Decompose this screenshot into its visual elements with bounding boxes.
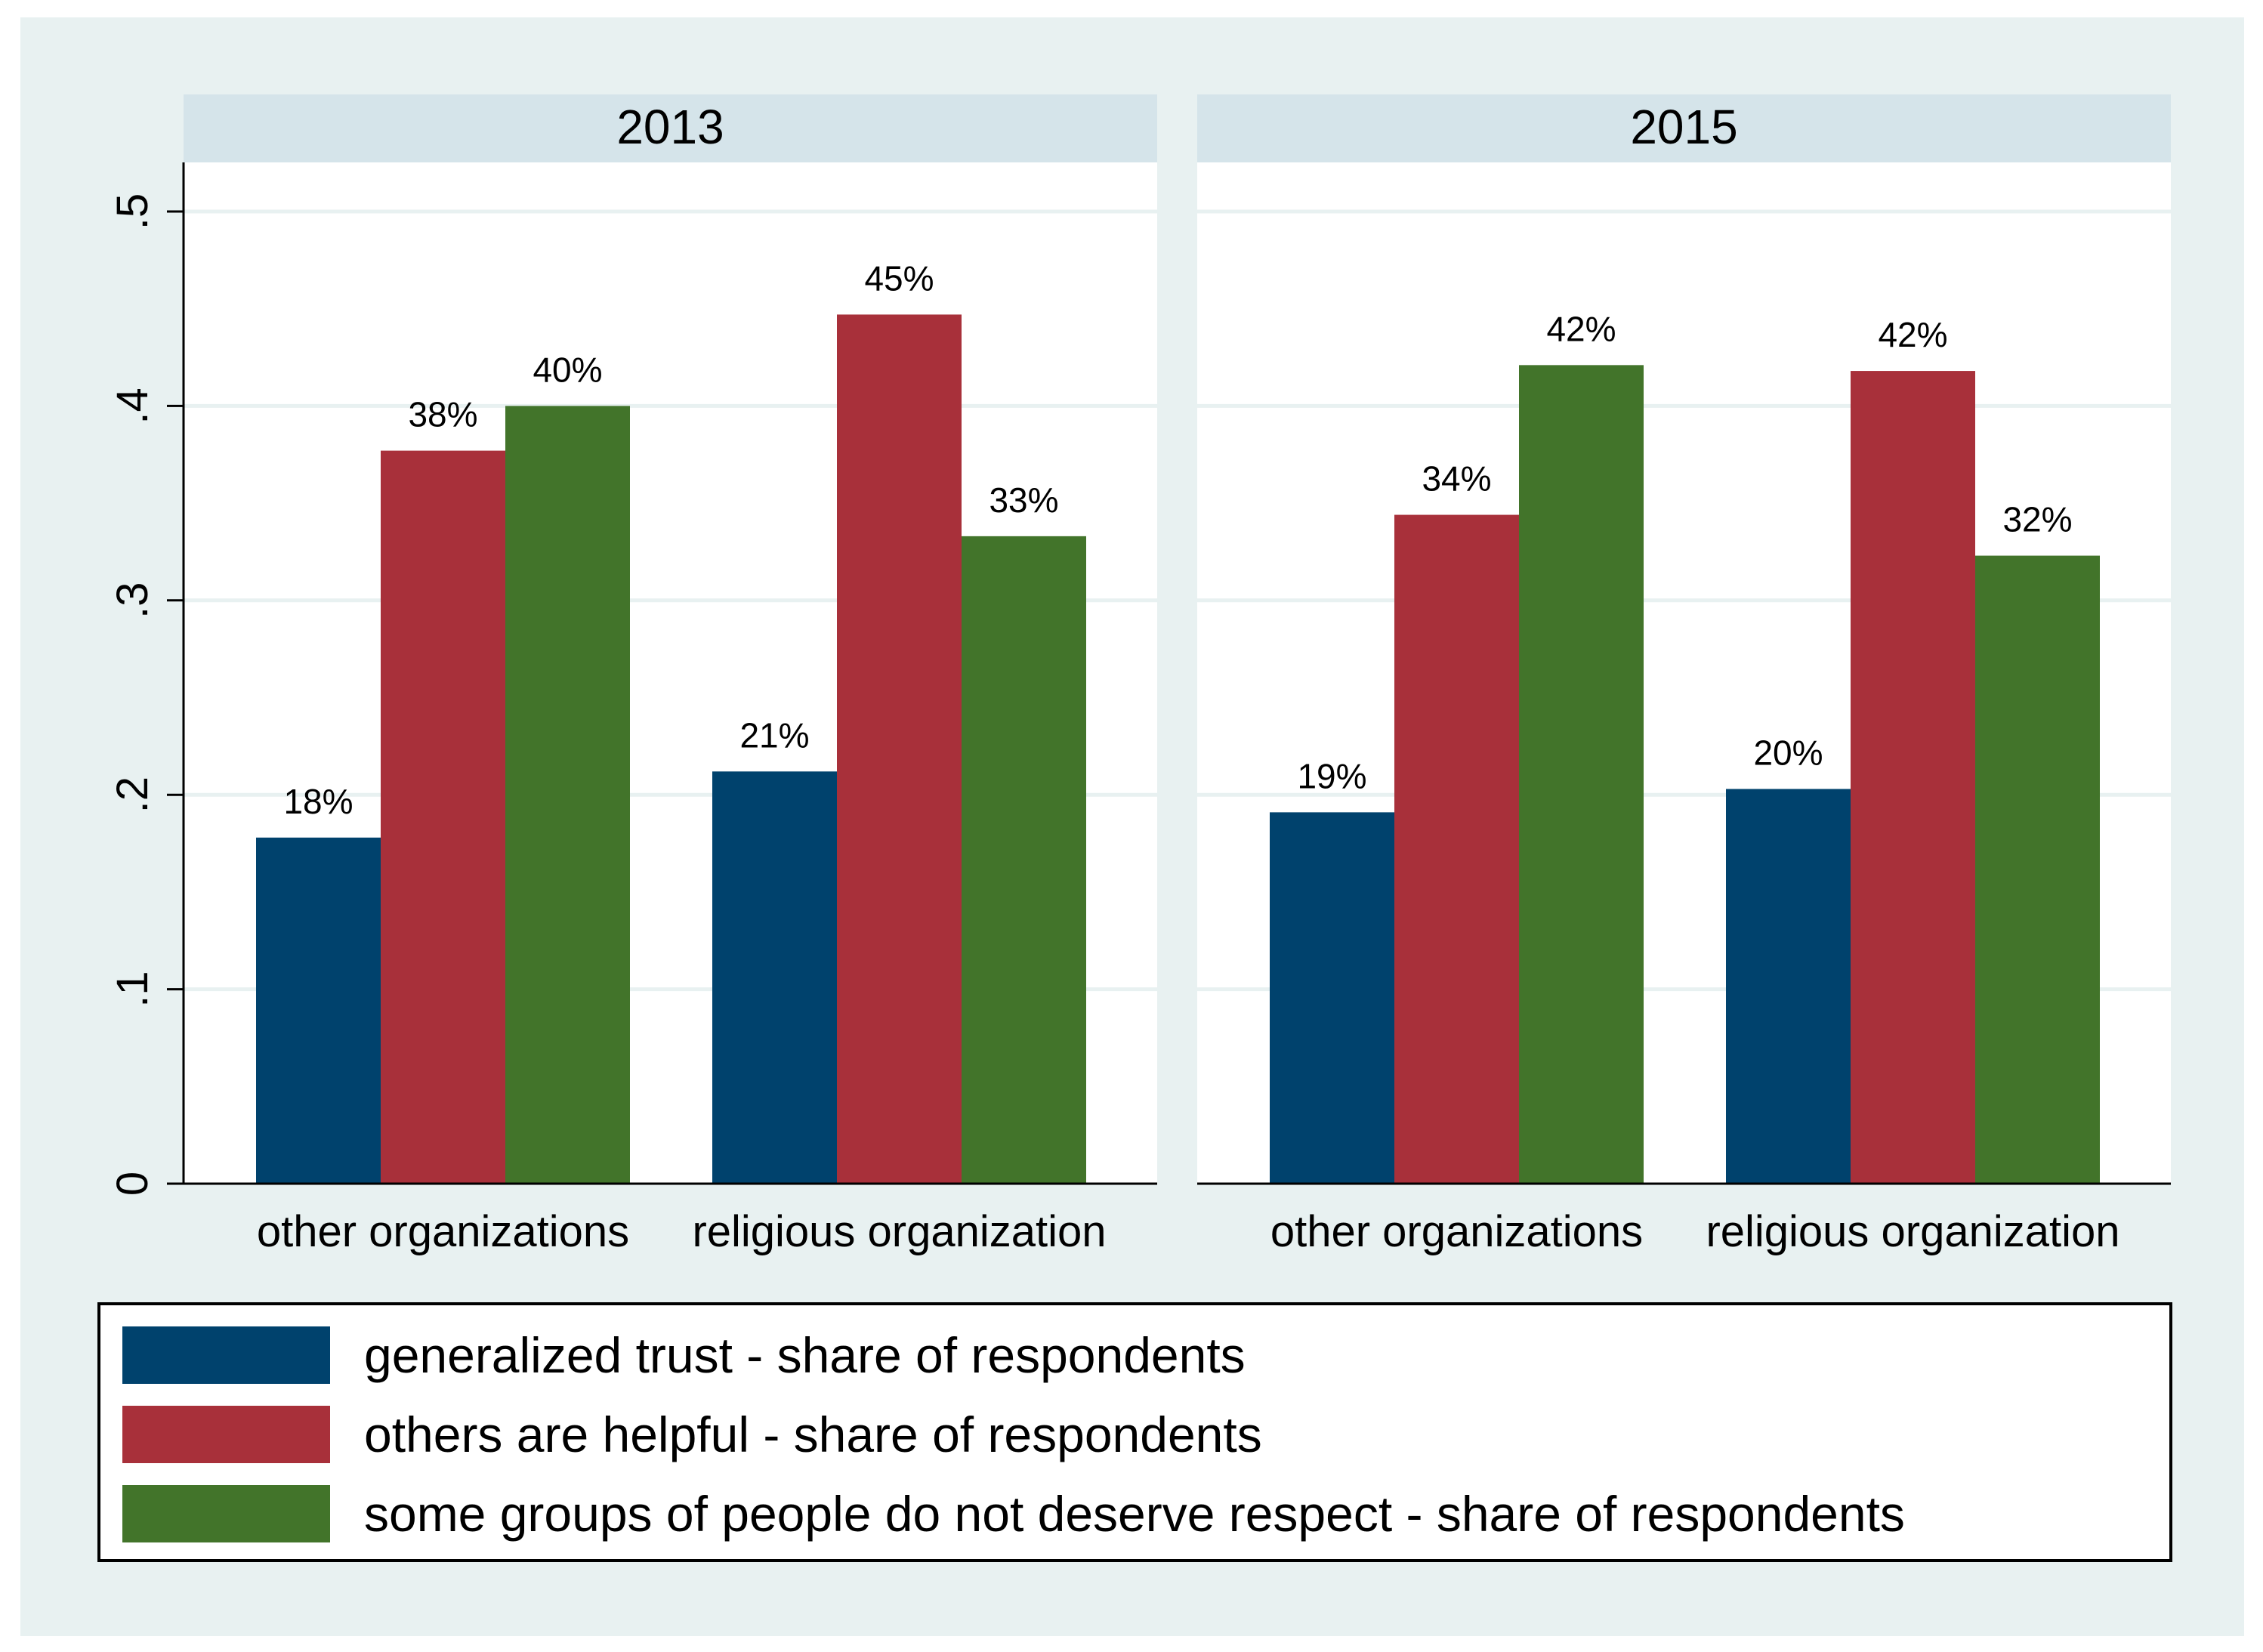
y-tick-label: .3 (108, 582, 157, 619)
data-label: 18% (283, 782, 353, 821)
x-category-label: other organizations (257, 1207, 629, 1256)
legend-swatch-respect (122, 1485, 330, 1542)
x-category-label: religious organization (692, 1207, 1106, 1256)
data-label: 34% (1422, 459, 1491, 499)
bar-2015-helpful-religious (1851, 371, 1975, 1184)
panel-title-2013: 2013 (616, 100, 724, 154)
y-tick-label: 0 (108, 1172, 157, 1196)
panel-header-2013 (184, 94, 1157, 162)
bar-2015-trust-religious (1726, 789, 1851, 1184)
data-label: 40% (533, 350, 602, 389)
data-label: 42% (1878, 315, 1947, 354)
y-tick-label: .1 (108, 971, 157, 1007)
bar-2013-trust-other (256, 837, 381, 1184)
bar-2013-helpful-religious (837, 314, 962, 1184)
legend-label-respect: some groups of people do not deserve res… (364, 1486, 1905, 1542)
y-tick-label: .2 (108, 777, 157, 813)
bar-2013-trust-religious (712, 771, 837, 1184)
bar-2015-trust-other (1270, 812, 1394, 1184)
legend-swatch-trust (122, 1326, 330, 1384)
legend-label-trust: generalized trust - share of respondents (364, 1327, 1246, 1383)
data-label: 21% (739, 715, 809, 755)
panel-title-2015: 2015 (1630, 100, 1737, 154)
x-category-label: religious organization (1706, 1207, 2119, 1256)
bar-2013-helpful-other (381, 450, 505, 1184)
data-label: 20% (1753, 733, 1823, 772)
y-tick-label: .5 (108, 193, 157, 230)
bar-2015-helpful-other (1394, 514, 1519, 1184)
bar-2013-respect-religious (962, 536, 1086, 1184)
data-label: 19% (1297, 756, 1366, 795)
x-category-label: other organizations (1270, 1207, 1643, 1256)
y-tick-label: .4 (108, 388, 157, 424)
data-label: 38% (408, 395, 477, 434)
panel-header-2015 (1197, 94, 2171, 162)
data-label: 32% (2002, 500, 2072, 539)
legend-label-helpful: others are helpful - share of respondent… (364, 1407, 1262, 1462)
data-label: 45% (864, 258, 934, 298)
data-label: 42% (1546, 309, 1616, 348)
bar-2015-respect-other (1519, 365, 1644, 1184)
bar-2013-respect-other (505, 406, 630, 1184)
legend-box (97, 1302, 2172, 1562)
bar-2015-respect-religious (1975, 555, 2100, 1184)
legend-swatch-helpful (122, 1406, 330, 1463)
data-label: 33% (989, 480, 1058, 520)
